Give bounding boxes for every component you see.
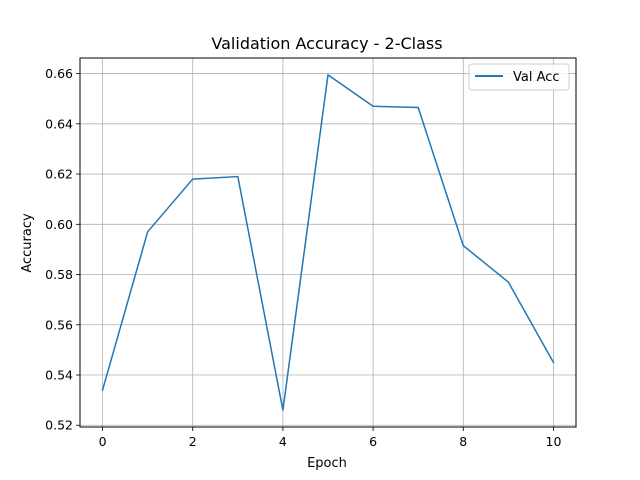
ticks: 0 2 4 6 8 10 0.52 0.54 0.56 0.58 0.60 0.62 0.64 0.66 xyxy=(45,66,561,449)
x-tick-label: 6 xyxy=(369,434,377,449)
x-tick-label: 4 xyxy=(279,434,287,449)
y-tick-label: 0.60 xyxy=(45,217,73,232)
y-tick-label: 0.54 xyxy=(45,368,73,383)
y-tick-label: 0.56 xyxy=(45,317,73,332)
legend-label: Val Acc xyxy=(513,70,560,85)
x-axis-label: Epoch xyxy=(307,456,347,471)
legend-box xyxy=(468,63,570,91)
x-tick-label: 2 xyxy=(189,434,197,449)
grid xyxy=(80,58,576,427)
y-tick-label: 0.66 xyxy=(45,66,73,81)
series-line xyxy=(101,74,555,411)
y-axis-label: Accuracy xyxy=(20,213,35,273)
legend: Val Acc xyxy=(468,63,570,91)
axes-frame xyxy=(79,57,577,428)
y-tick-label: 0.62 xyxy=(45,167,73,182)
y-tick-label: 0.58 xyxy=(45,267,73,282)
series-layer xyxy=(101,74,555,411)
x-tick-label: 8 xyxy=(459,434,467,449)
chart-title: Validation Accuracy - 2-Class xyxy=(211,34,442,53)
x-tick-label: 0 xyxy=(99,434,107,449)
y-tick-label: 0.52 xyxy=(45,418,73,433)
y-tick-label: 0.64 xyxy=(45,116,73,131)
x-tick-label: 10 xyxy=(546,434,562,449)
